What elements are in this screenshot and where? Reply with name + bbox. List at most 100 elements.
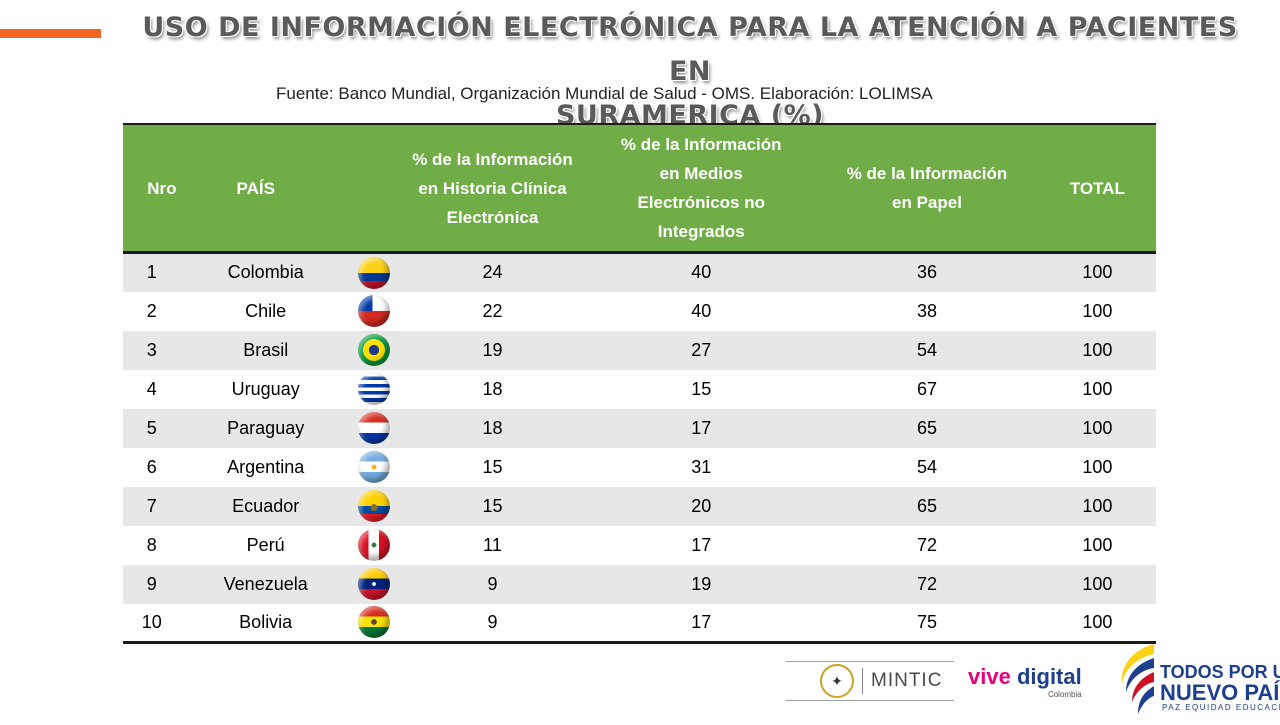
row-historia-clinica: 15: [397, 447, 588, 487]
row-flag: [350, 369, 398, 409]
row-papel: 72: [815, 525, 1039, 565]
table-row: 10 Bolivia 9 17 75 100: [123, 603, 1156, 644]
row-historia-clinica: 22: [397, 291, 588, 331]
tpun-line-2: NUEVO PAÍS: [1160, 680, 1280, 705]
row-medios-electronicos: 40: [587, 252, 816, 292]
table-row: 8 Perú 11 17 72 100: [123, 525, 1156, 565]
row-flag: [350, 486, 398, 526]
header-row: Nro PAÍS % de la Información en Historia…: [123, 123, 1156, 254]
row-nro: 1: [123, 252, 181, 292]
row-historia-clinica: 11: [397, 525, 588, 565]
row-country: Paraguay: [180, 408, 351, 448]
row-flag: [350, 564, 398, 604]
row-medios-electronicos: 17: [587, 603, 816, 644]
row-flag: [350, 447, 398, 487]
todos-por-un-nuevo-pais-logo: TODOS POR UN NUEVO PAÍS PAZ EQUIDAD EDUC…: [1114, 640, 1280, 720]
vive-label: vive: [968, 664, 1011, 689]
row-papel: 38: [815, 291, 1039, 331]
row-nro: 10: [123, 603, 181, 644]
row-total: 100: [1038, 291, 1156, 331]
row-nro: 8: [123, 525, 181, 565]
row-historia-clinica: 15: [397, 486, 588, 526]
row-total: 100: [1038, 408, 1156, 448]
row-flag: [350, 330, 398, 370]
tpun-line-1: TODOS POR UN: [1160, 662, 1280, 682]
paraguay-flag-icon: [358, 412, 391, 444]
row-flag: [350, 252, 398, 292]
row-papel: 36: [815, 252, 1039, 292]
argentina-flag-icon: [358, 451, 391, 483]
header-papel: % de la Información en Papel: [815, 123, 1039, 254]
tpun-line-3: PAZ EQUIDAD EDUCACIÓN: [1162, 703, 1280, 712]
row-nro: 9: [123, 564, 181, 604]
header-pais: PAÍS: [180, 123, 351, 254]
table-row: 4 Uruguay 18 15 67 100: [123, 369, 1156, 409]
logo-divider: [862, 668, 863, 694]
row-country: Bolivia: [180, 603, 351, 644]
row-total: 100: [1038, 564, 1156, 604]
row-medios-electronicos: 17: [587, 525, 816, 565]
row-historia-clinica: 9: [397, 564, 588, 604]
data-table: Nro PAÍS % de la Información en Historia…: [123, 123, 1156, 644]
table-row: 9 Venezuela 9 19 72 100: [123, 564, 1156, 604]
table-row: 2 Chile 22 40 38 100: [123, 291, 1156, 331]
row-medios-electronicos: 31: [587, 447, 816, 487]
row-papel: 54: [815, 447, 1039, 487]
table-body: 1 Colombia 24 40 36 100 2 Chile 22 40 38 100 3 Brasil…: [123, 252, 1156, 644]
row-medios-electronicos: 20: [587, 486, 816, 526]
row-nro: 6: [123, 447, 181, 487]
row-nro: 5: [123, 408, 181, 448]
brazil-flag-icon: [358, 334, 391, 366]
vive-digital-logo: vive digital Colombia: [968, 664, 1082, 699]
table-row: 1 Colombia 24 40 36 100: [123, 252, 1156, 292]
row-flag: [350, 291, 398, 331]
row-country: Venezuela: [180, 564, 351, 604]
table-row: 5 Paraguay 18 17 65 100: [123, 408, 1156, 448]
row-total: 100: [1038, 330, 1156, 370]
ecuador-flag-icon: [358, 490, 391, 522]
footer-logos: ✦ MINTIC vive digital Colombia TODOS POR…: [786, 640, 1280, 720]
nuevo-pais-emblem-icon: [1121, 644, 1154, 714]
row-total: 100: [1038, 252, 1156, 292]
row-medios-electronicos: 17: [587, 408, 816, 448]
row-flag: [350, 408, 398, 448]
title-line-1: USO DE INFORMACIÓN ELECTRÓNICA PARA LA A…: [142, 12, 1238, 87]
table-header: Nro PAÍS % de la Información en Historia…: [123, 123, 1156, 254]
colombia-seal-icon: ✦: [820, 664, 854, 698]
row-country: Perú: [180, 525, 351, 565]
row-papel: 65: [815, 408, 1039, 448]
row-papel: 75: [815, 603, 1039, 644]
venezuela-flag-icon: [358, 568, 391, 600]
row-nro: 3: [123, 330, 181, 370]
bolivia-flag-icon: [358, 606, 391, 639]
row-nro: 4: [123, 369, 181, 409]
row-medios-electronicos: 27: [587, 330, 816, 370]
row-country: Argentina: [180, 447, 351, 487]
row-papel: 54: [815, 330, 1039, 370]
row-total: 100: [1038, 369, 1156, 409]
row-historia-clinica: 18: [397, 369, 588, 409]
row-medios-electronicos: 15: [587, 369, 816, 409]
row-historia-clinica: 18: [397, 408, 588, 448]
row-papel: 67: [815, 369, 1039, 409]
header-medios: % de la Información en Medios Electrónic…: [587, 123, 816, 254]
row-country: Colombia: [180, 252, 351, 292]
row-total: 100: [1038, 603, 1156, 644]
row-country: Uruguay: [180, 369, 351, 409]
table-row: 7 Ecuador 15 20 65 100: [123, 486, 1156, 526]
colombia-flag-icon: [358, 256, 391, 289]
mintic-logo: ✦ MINTIC: [786, 661, 954, 701]
row-nro: 7: [123, 486, 181, 526]
row-papel: 65: [815, 486, 1039, 526]
mintic-label: MINTIC: [871, 670, 943, 691]
digital-label: digital: [1016, 664, 1082, 689]
row-historia-clinica: 9: [397, 603, 588, 644]
row-country: Chile: [180, 291, 351, 331]
row-medios-electronicos: 19: [587, 564, 816, 604]
uruguay-flag-icon: [358, 373, 391, 405]
header-nro: Nro: [123, 123, 181, 254]
chile-flag-icon: [358, 295, 391, 327]
row-flag: [350, 603, 398, 644]
row-flag: [350, 525, 398, 565]
row-country: Ecuador: [180, 486, 351, 526]
